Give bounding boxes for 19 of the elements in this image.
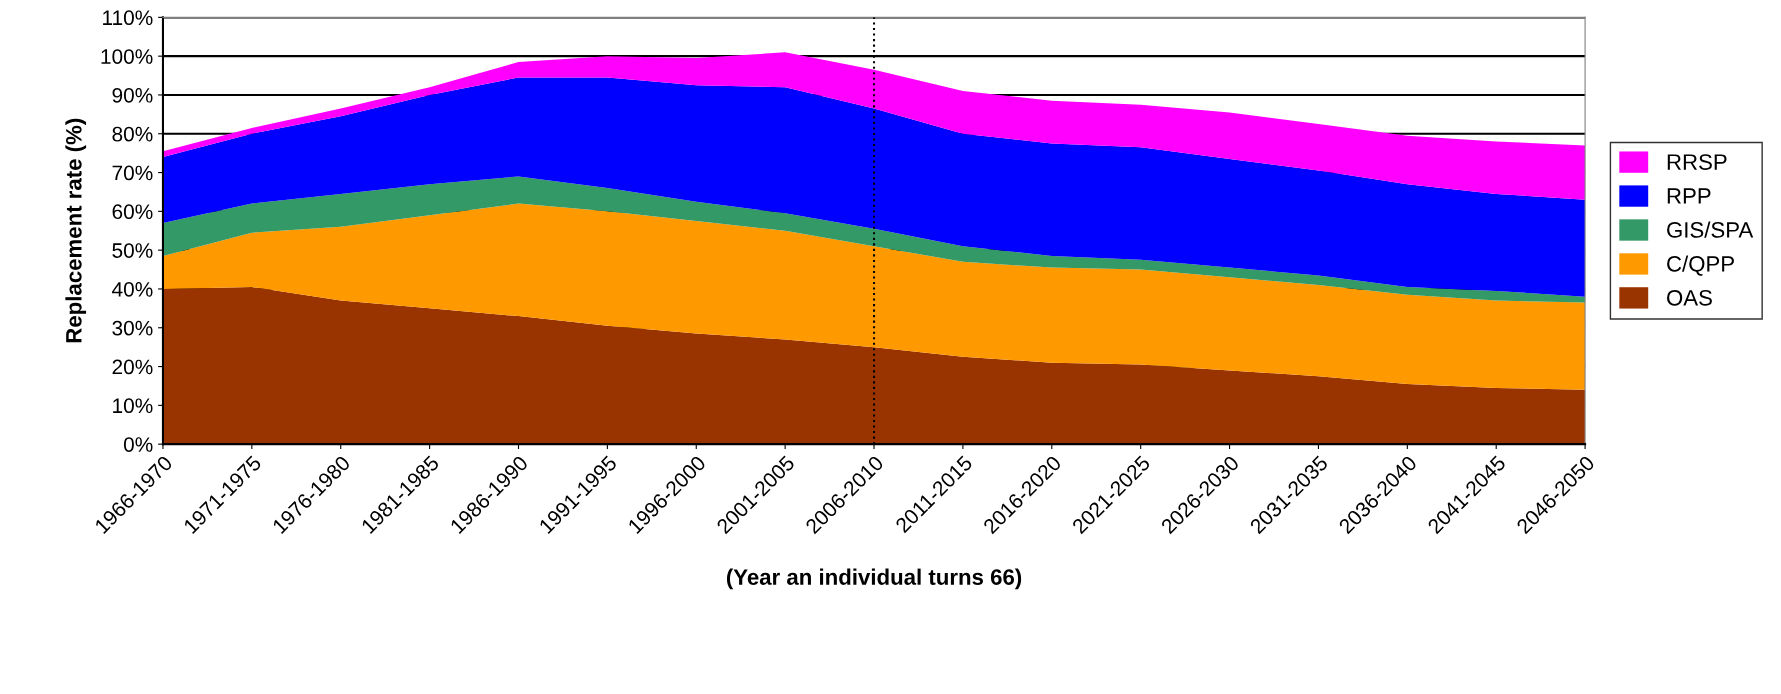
legend-label: OAS [1667,289,1712,306]
y-tick-label: 50% [112,243,153,258]
y-tick-label: 110% [103,10,153,26]
y-tick-label: 100% [101,49,153,64]
y-tick-label: 60% [112,204,153,220]
y-tick-label: 80% [112,126,153,142]
legend-label: GIS/SPA [1667,221,1754,238]
legend-label: RPP [1667,188,1711,204]
legend-label: C/QPP [1667,255,1734,276]
y-tick-label: 70% [112,165,153,181]
y-tick-label: 30% [112,320,153,336]
y-tick-label: 20% [112,359,153,375]
y-tick-label: 0% [123,437,153,452]
y-tick-label: 40% [112,281,153,297]
legend-label: RRSP [1667,154,1727,170]
y-axis-title: Replacement rate (%) [65,118,87,343]
y-tick-label: 10% [113,398,153,414]
x-axis-title: (Year an individual turns 66) [726,568,1022,590]
y-tick-label: 90% [112,87,153,103]
